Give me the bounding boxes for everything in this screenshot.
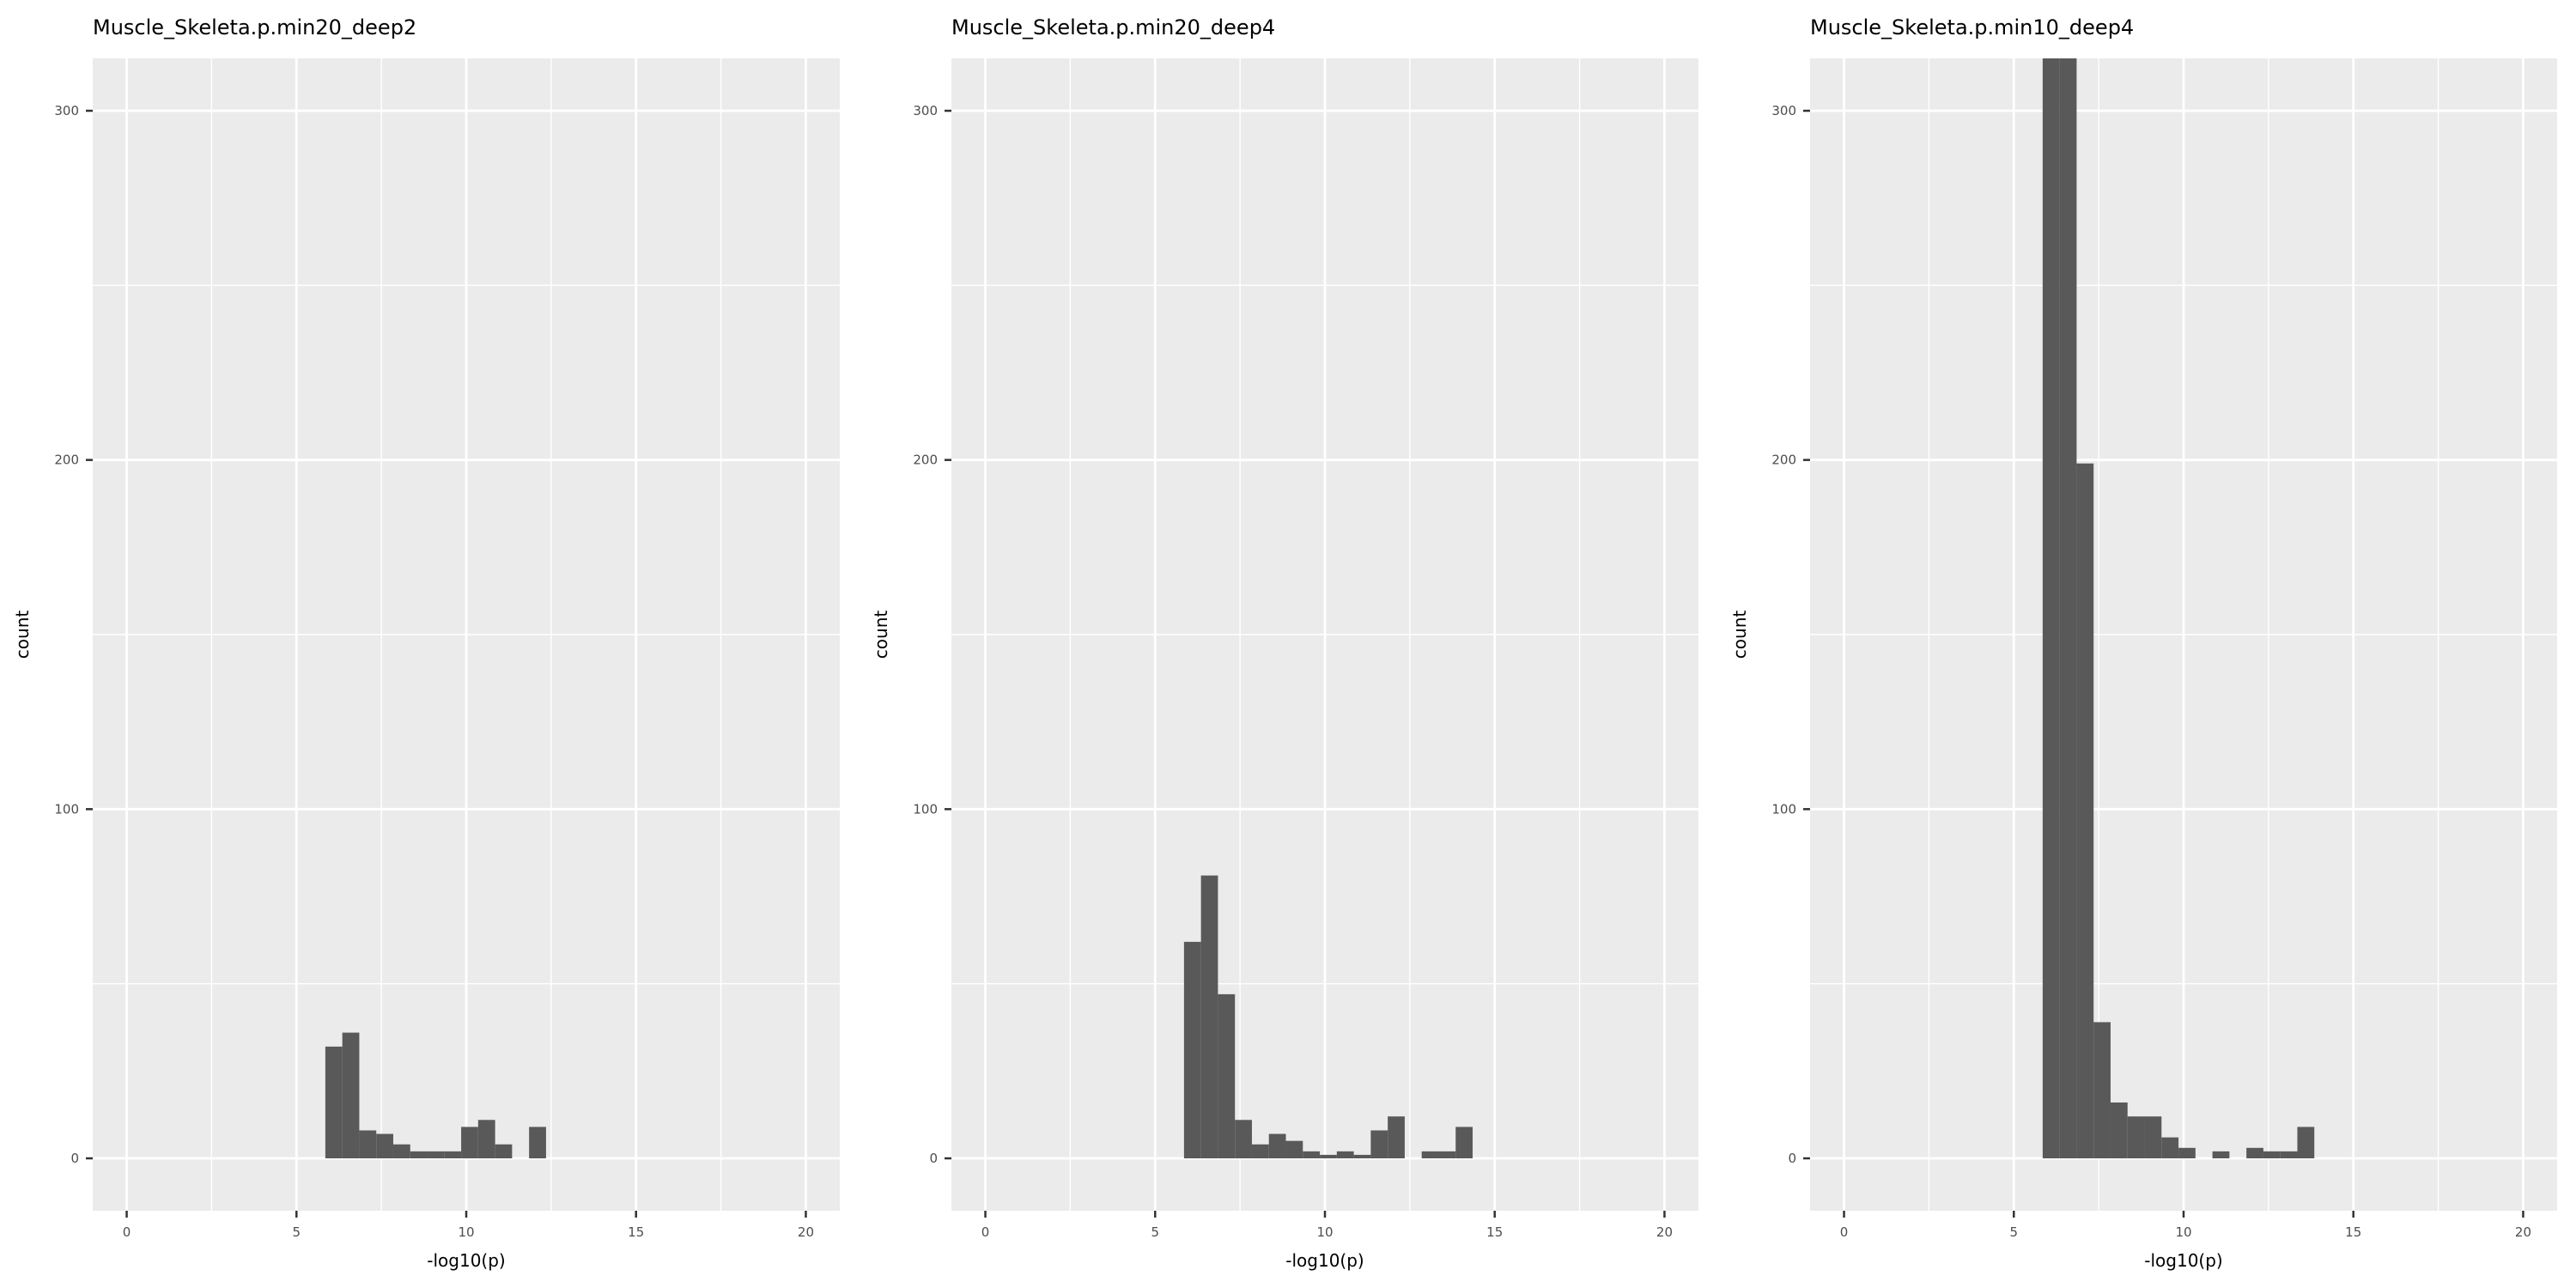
histogram-bar xyxy=(427,1151,445,1158)
y-tick-label: 200 xyxy=(913,453,938,468)
histogram-bars xyxy=(2042,58,2315,1158)
histogram-bar xyxy=(2042,58,2060,1158)
y-axis-label: count xyxy=(871,611,891,659)
histogram-bar xyxy=(444,1151,462,1158)
histogram-bar xyxy=(2093,1022,2111,1158)
y-tick-label: 300 xyxy=(54,103,79,118)
histogram-bar xyxy=(376,1133,393,1158)
x-axis-label: -log10(p) xyxy=(1285,1250,1364,1271)
y-tick-label: 300 xyxy=(1771,103,1796,118)
chart-title: Muscle_Skeleta.p.min20_deep4 xyxy=(951,15,1275,39)
histogram-bar xyxy=(2161,1137,2179,1158)
x-tick-label: 0 xyxy=(123,1224,131,1240)
histogram-bar xyxy=(2280,1151,2298,1158)
histogram-bar xyxy=(1438,1151,1456,1158)
x-tick-label: 20 xyxy=(798,1224,814,1240)
x-tick-label: 20 xyxy=(2515,1224,2531,1240)
histogram-bar xyxy=(2144,1116,2162,1158)
histogram-bar xyxy=(2059,58,2077,1158)
histogram-bar xyxy=(1388,1116,1405,1158)
x-axis-label: -log10(p) xyxy=(2144,1250,2222,1271)
histogram-bar xyxy=(2212,1151,2230,1158)
histogram-bar xyxy=(477,1120,495,1158)
y-tick-label: 100 xyxy=(913,801,938,817)
histogram-bar xyxy=(1251,1144,1269,1158)
histogram-bar xyxy=(1370,1130,1388,1158)
x-tick-label: 5 xyxy=(1151,1224,1159,1240)
histogram-bar xyxy=(1183,941,1201,1158)
y-tick-label: 0 xyxy=(70,1151,79,1166)
y-tick-label: 200 xyxy=(54,453,79,468)
histogram-bar xyxy=(2076,463,2094,1158)
histogram-bar xyxy=(461,1127,478,1158)
histogram-bar xyxy=(1218,993,1236,1158)
histogram-bars xyxy=(1183,875,1473,1158)
histogram-bar xyxy=(2127,1116,2145,1158)
y-tick-label: 200 xyxy=(1771,453,1796,468)
y-tick-label: 100 xyxy=(1771,801,1796,817)
histogram-bar xyxy=(1268,1133,1286,1158)
x-tick-label: 0 xyxy=(981,1224,990,1240)
y-tick-label: 0 xyxy=(929,1151,938,1166)
x-tick-label: 10 xyxy=(1316,1224,1333,1240)
histogram-bar xyxy=(325,1046,343,1158)
histogram-bar xyxy=(1303,1151,1321,1158)
y-axis-label: count xyxy=(12,611,33,659)
y-tick-label: 0 xyxy=(1788,1151,1796,1166)
histogram-bars xyxy=(325,1032,546,1158)
x-tick-label: 15 xyxy=(1486,1224,1503,1240)
x-tick-label: 10 xyxy=(2175,1224,2191,1240)
histogram-bar xyxy=(2263,1151,2281,1158)
x-axis-label: -log10(p) xyxy=(427,1250,505,1271)
histogram-bar xyxy=(392,1144,410,1158)
histogram-bar xyxy=(1421,1151,1439,1158)
histogram-bar xyxy=(359,1130,377,1158)
x-tick-label: 15 xyxy=(628,1224,644,1240)
histogram-bar xyxy=(342,1032,360,1158)
histogram-bar xyxy=(2297,1127,2315,1158)
chart-title: Muscle_Skeleta.p.min20_deep2 xyxy=(93,15,416,39)
histogram-bar xyxy=(1353,1154,1371,1158)
histogram-bar xyxy=(2110,1102,2128,1158)
histogram-bar xyxy=(495,1144,513,1158)
chart-panel-1: 0 5 10 15 200100200300Muscle_Skeleta.p.min20… xyxy=(12,15,840,1271)
y-tick-label: 100 xyxy=(54,801,79,817)
histogram-bar xyxy=(529,1127,546,1158)
x-tick-label: 20 xyxy=(1656,1224,1673,1240)
histogram-bar xyxy=(2246,1147,2263,1158)
histogram-bar xyxy=(410,1151,428,1158)
histogram-bar xyxy=(1285,1140,1303,1158)
chart-title: Muscle_Skeleta.p.min10_deep4 xyxy=(1810,15,2134,39)
chart-panel-2: 0 5 10 15 200100200300Muscle_Skeleta.p.min20… xyxy=(871,15,1698,1271)
x-tick-label: 5 xyxy=(2009,1224,2018,1240)
y-tick-label: 300 xyxy=(913,103,938,118)
x-tick-label: 0 xyxy=(1840,1224,1849,1240)
histogram-bar xyxy=(1455,1127,1473,1158)
histogram-bar xyxy=(1336,1151,1354,1158)
histogram-bar xyxy=(1320,1154,1337,1158)
histogram-bar xyxy=(2178,1147,2196,1158)
x-tick-label: 5 xyxy=(292,1224,301,1240)
y-axis-label: count xyxy=(1729,611,1750,659)
x-tick-label: 15 xyxy=(2345,1224,2361,1240)
histogram-bar xyxy=(1235,1120,1252,1158)
chart-panel-3: 0 5 10 15 200100200300Muscle_Skeleta.p.min10… xyxy=(1729,15,2557,1271)
histogram-bar xyxy=(1200,875,1218,1158)
x-tick-label: 10 xyxy=(458,1224,474,1240)
